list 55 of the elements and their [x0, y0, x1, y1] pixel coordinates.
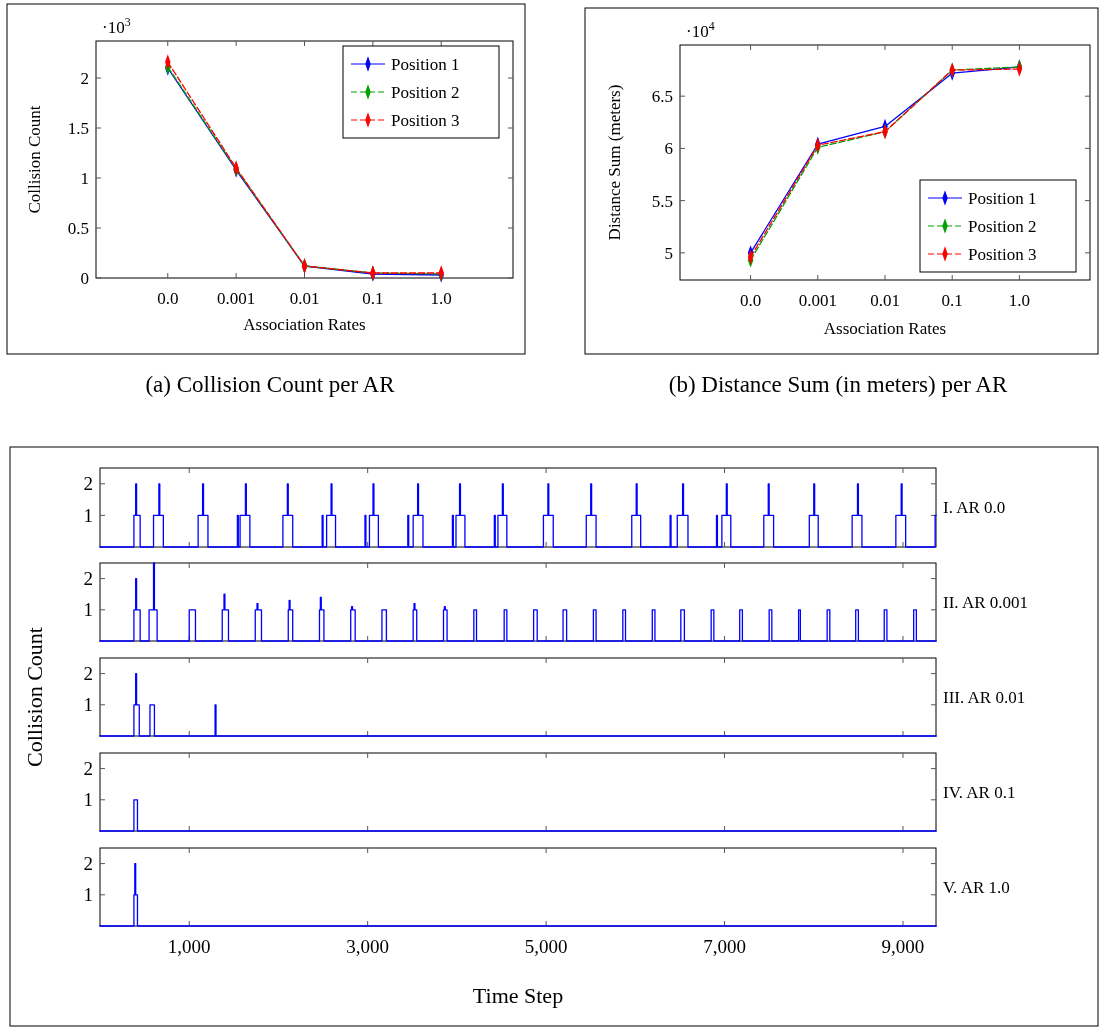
y-axis-title: Distance Sum (meters): [605, 84, 624, 241]
y-tick-label: 5: [664, 243, 673, 263]
y-tick-label: 2: [83, 568, 93, 590]
text: IV. AR 0.1: [943, 782, 1016, 802]
y-tick-label: 1: [83, 505, 93, 527]
x-tick-label: 1.0: [430, 289, 452, 308]
x-tick-label: 0.01: [289, 289, 320, 308]
text: III. AR 0.01: [943, 687, 1026, 707]
y-tick-label: 1: [80, 168, 89, 188]
text: ·10$^{3}$: [102, 15, 131, 37]
x-tick-label: 0.0: [739, 291, 762, 310]
y-tick-label: 2: [83, 853, 93, 875]
y-tick-label: 6.5: [651, 87, 673, 107]
legend-label: Position 2: [391, 82, 460, 102]
x-tick-label: 0.001: [798, 291, 837, 310]
text: ·10$^{4}$: [686, 19, 715, 41]
x-tick-label: 5,000: [524, 936, 568, 957]
x-tick-label: 1,000: [167, 936, 211, 957]
x-axis-title: Association Rates: [243, 315, 366, 334]
x-axis-title: Time Step: [472, 983, 564, 1008]
legend-label: Position 1: [968, 188, 1037, 208]
text: (b) Distance Sum (in meters) per AR: [668, 372, 1008, 397]
y-tick-label: 0.5: [67, 218, 89, 238]
text: II. AR 0.001: [943, 592, 1028, 612]
x-axis-title: Association Rates: [823, 319, 947, 338]
y-tick-label: 2: [83, 663, 93, 685]
text: (a) Collision Count per AR: [145, 372, 396, 397]
y-tick-label: 0: [80, 268, 89, 288]
x-tick-label: 9,000: [881, 936, 925, 957]
y-tick-label: 6: [664, 139, 673, 159]
y-axis-title: Collision Count: [22, 627, 47, 767]
legend-label: Position 2: [968, 216, 1037, 236]
y-tick-label: 5.5: [651, 191, 673, 211]
x-tick-label: 0.01: [870, 291, 900, 310]
x-tick-label: 3,000: [346, 936, 390, 957]
x-tick-label: 7,000: [703, 936, 746, 957]
y-tick-label: 1.5: [67, 118, 89, 138]
y-tick-label: 1: [83, 599, 93, 621]
y-tick-label: 1: [83, 789, 93, 811]
y-axis-title: Collision Count: [25, 105, 44, 214]
x-tick-label: 0.1: [941, 291, 963, 310]
legend-label: Position 3: [391, 110, 460, 130]
text: I. AR 0.0: [943, 498, 1006, 518]
legend-label: Position 1: [391, 54, 460, 74]
x-tick-label: 0.001: [217, 289, 256, 308]
text: V. AR 1.0: [943, 877, 1010, 897]
y-tick-label: 2: [83, 758, 93, 780]
legend-label: Position 3: [968, 244, 1037, 264]
x-tick-label: 0.1: [362, 289, 384, 308]
y-tick-label: 1: [83, 694, 93, 716]
y-tick-label: 2: [83, 473, 93, 495]
x-tick-label: 1.0: [1008, 291, 1031, 310]
x-tick-label: 0.0: [157, 289, 179, 308]
y-tick-label: 2: [80, 68, 89, 88]
y-tick-label: 1: [83, 884, 93, 906]
